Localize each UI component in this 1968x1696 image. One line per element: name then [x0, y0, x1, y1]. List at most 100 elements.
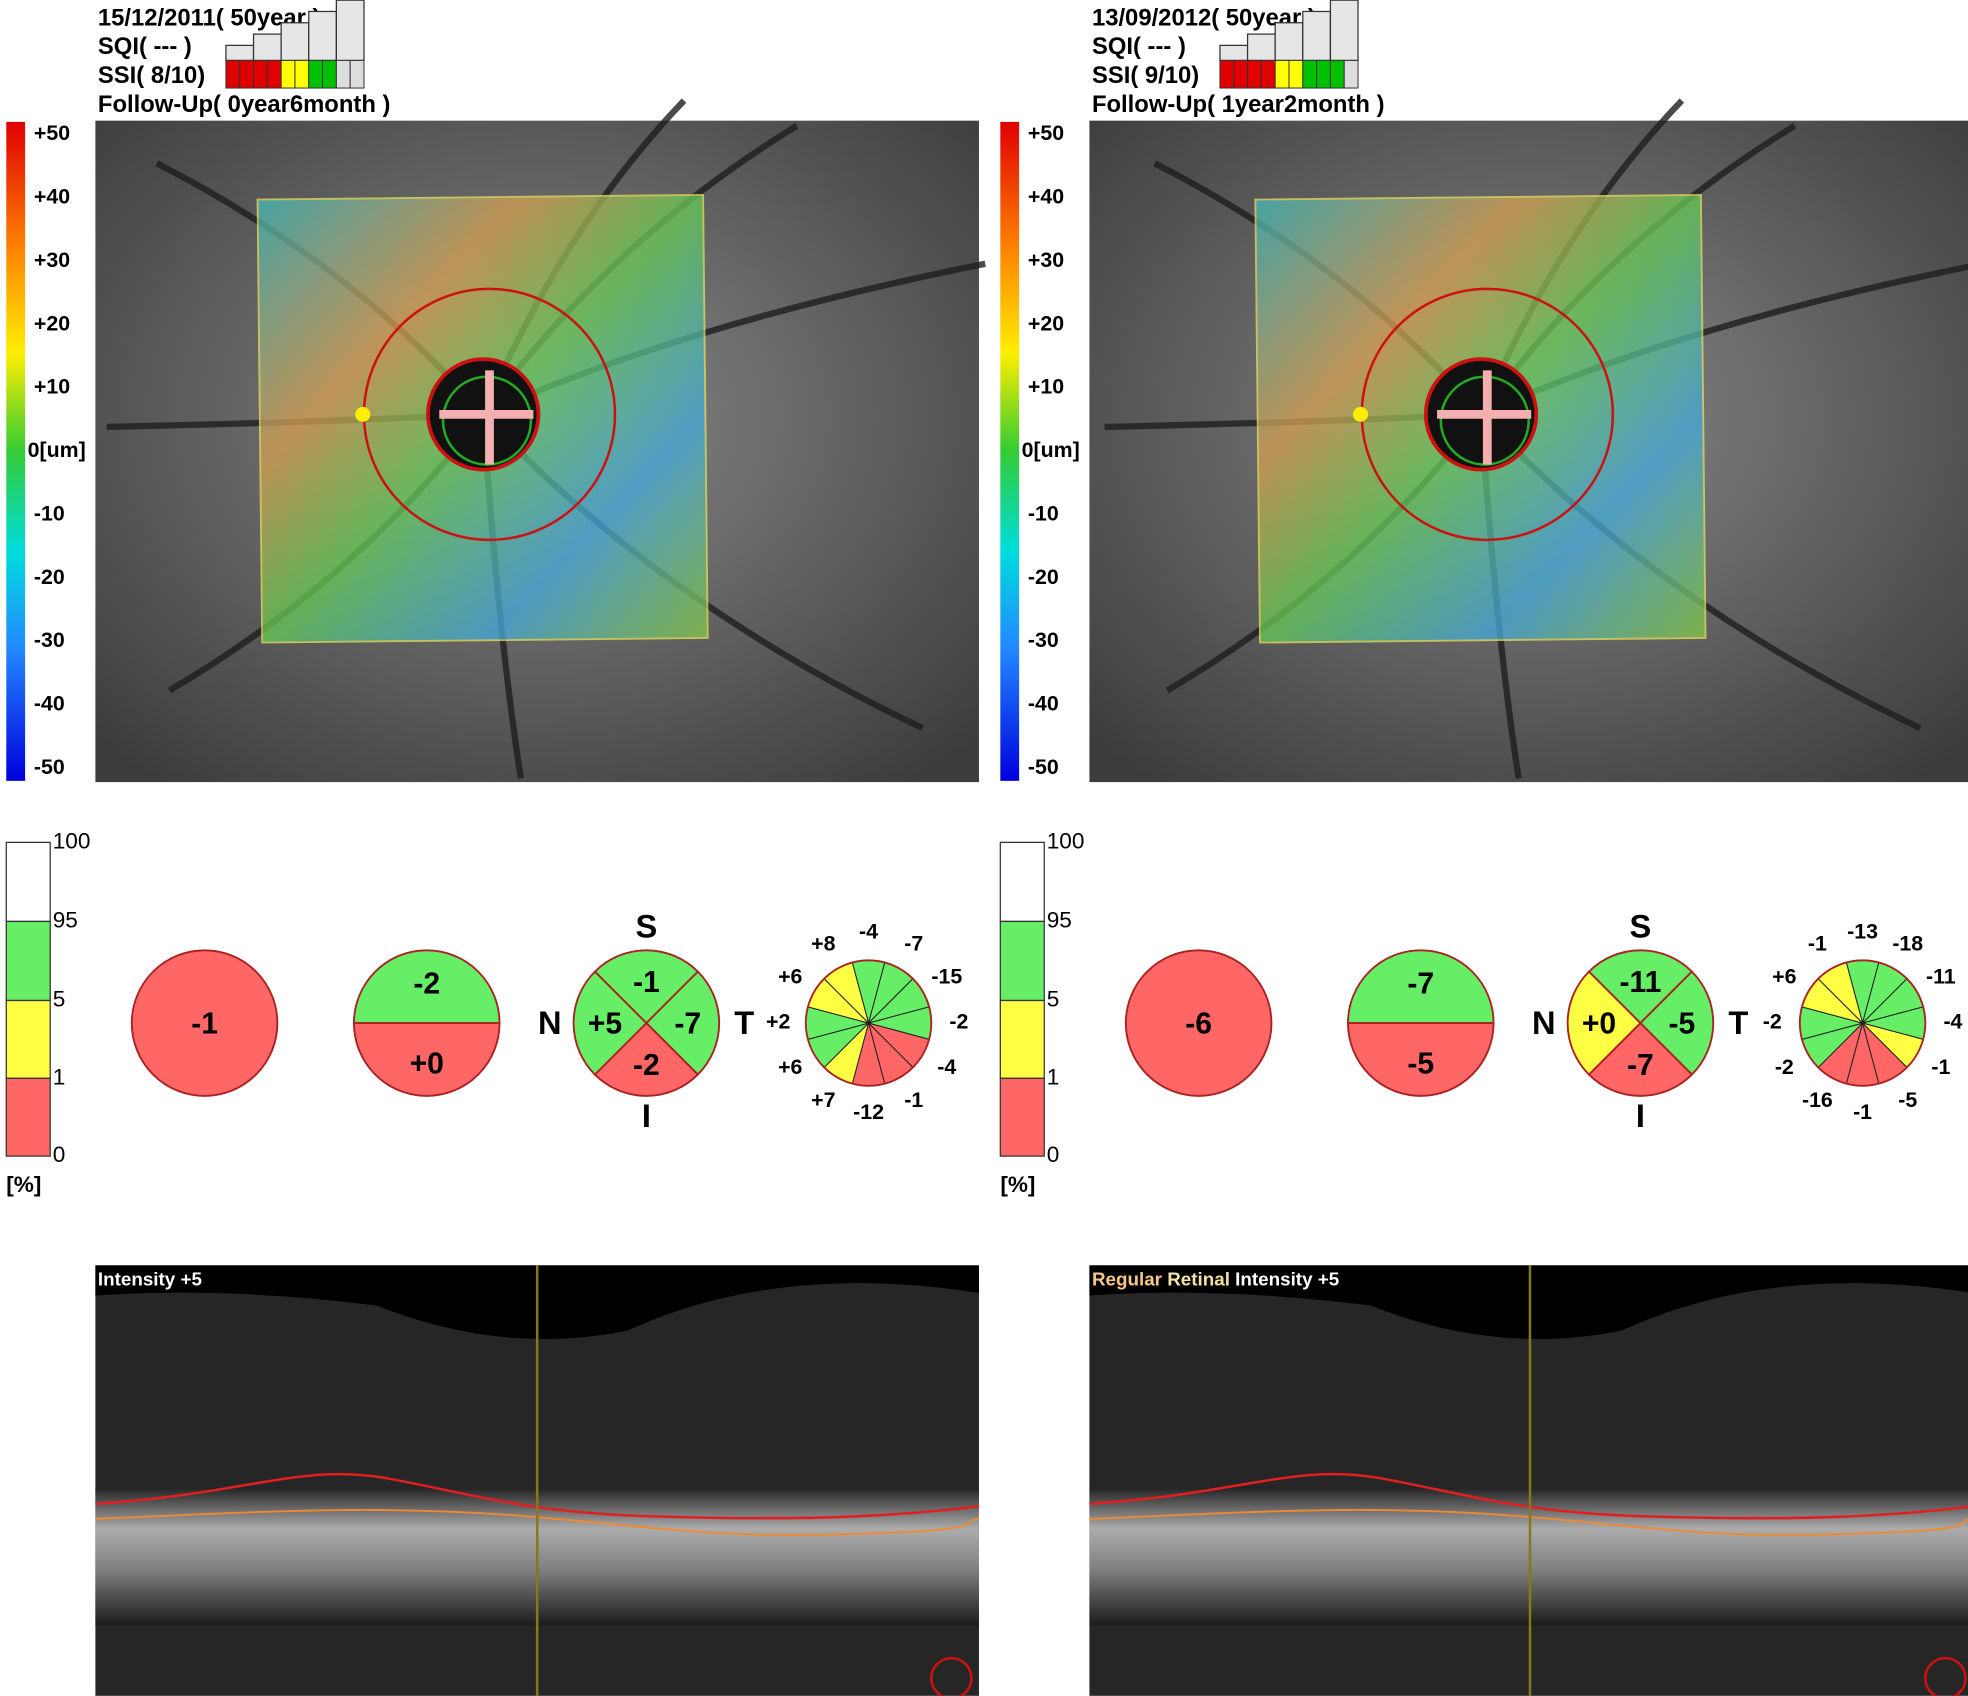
clock-value: -11	[1926, 965, 1956, 989]
ssi-cell	[1260, 59, 1276, 89]
thickness-scale-label: -10	[1028, 501, 1059, 525]
quadrant-label: S	[635, 908, 657, 945]
percentile-label: 5	[53, 986, 66, 1011]
thickness-scale-label: +30	[34, 248, 70, 272]
quadrant	[1639, 970, 1715, 1076]
ssi-cell	[322, 59, 337, 89]
ssi-cell	[335, 59, 351, 89]
clock-value: -4	[937, 1055, 956, 1079]
quadrant-value: -11	[1619, 966, 1661, 999]
clock-value: -15	[931, 965, 962, 989]
clock-value: -1	[1931, 1055, 1950, 1079]
ilm-line	[1089, 1472, 1968, 1520]
ssi-cell	[225, 59, 241, 89]
percentile-band	[5, 999, 51, 1079]
ssi-step	[1302, 10, 1332, 62]
hemisphere	[352, 949, 501, 1025]
percentile-label: 5	[1047, 986, 1060, 1011]
ssi-cell	[266, 59, 282, 89]
thickness-scale-label: -20	[1028, 565, 1059, 589]
quadrant-value: -7	[674, 1008, 701, 1041]
ssi-cell	[1343, 59, 1359, 89]
thickness-scale-label: -20	[34, 565, 65, 589]
percentile-unit: [%]	[1000, 1172, 1035, 1197]
ssi-cell	[1302, 59, 1318, 89]
ssi-cell	[1247, 59, 1262, 89]
clock-value: -2	[1763, 1010, 1782, 1034]
thickness-scale-label: +10	[34, 375, 70, 399]
percentile-label: 1	[1047, 1064, 1060, 1089]
average-value: -6	[1185, 1008, 1212, 1041]
clock-value: -12	[853, 1100, 884, 1124]
quadrant	[1587, 949, 1694, 1025]
ssi-step	[225, 44, 255, 62]
thickness-scale-label: -50	[1028, 755, 1059, 779]
clock-value: -4	[1943, 1010, 1962, 1034]
bscan-marker	[930, 1656, 973, 1696]
average-value: -1	[191, 1008, 218, 1041]
clock-value: -1	[1853, 1100, 1872, 1124]
ssi-cell	[1274, 59, 1290, 89]
quadrant-label: N	[538, 1004, 562, 1041]
ssi-cell	[294, 59, 310, 89]
quadrant	[593, 949, 700, 1025]
hemisphere	[1347, 949, 1495, 1025]
thickness-scale-label: +50	[1028, 121, 1064, 145]
hemisphere-value: -2	[413, 967, 440, 1000]
ssi-cell	[349, 59, 365, 89]
ssi-step	[1219, 44, 1249, 62]
quadrant-label: T	[1728, 1004, 1748, 1041]
thickness-colorbar	[6, 121, 26, 781]
quadrant-value: -7	[1627, 1049, 1654, 1082]
percentile-label: 95	[53, 907, 78, 932]
ssi-cell	[308, 59, 324, 89]
bscan-tag: Intensity +5	[98, 1268, 202, 1289]
follow-up: Follow-Up( 1year2month )	[1092, 91, 1385, 118]
ssi-step	[1274, 22, 1304, 62]
clock-border	[1798, 959, 1927, 1087]
percentile-band	[5, 841, 51, 923]
quadrant-value: -1	[633, 966, 660, 999]
thickness-scale-label: -30	[34, 628, 65, 652]
percentile-band	[999, 1077, 1045, 1157]
bscan-marker	[1924, 1656, 1967, 1696]
hemisphere-value: +0	[410, 1048, 444, 1081]
quadrant-label: N	[1532, 1004, 1556, 1041]
ssi-step	[280, 22, 310, 62]
quadrant	[572, 970, 648, 1076]
ssi-step	[308, 10, 337, 62]
nasal-marker	[355, 406, 371, 422]
average-circle	[1124, 949, 1273, 1097]
quadrant-label: T	[734, 1004, 754, 1041]
clock-value: +6	[1772, 965, 1796, 989]
ssi-cell	[1316, 59, 1331, 89]
rnfl-line	[1089, 1509, 1968, 1536]
rnfl-line	[95, 1509, 980, 1536]
quadrant	[1566, 970, 1642, 1076]
quadrant-value: +0	[1582, 1008, 1616, 1041]
bscan-tag: Retinal	[1167, 1268, 1235, 1289]
percentile-band	[5, 1077, 51, 1157]
clock-value: -1	[904, 1088, 923, 1112]
bscan-label: Intensity +5	[98, 1268, 202, 1289]
clock-value: -1	[1808, 931, 1827, 955]
clock-value: -2	[949, 1010, 968, 1034]
disc-cross	[439, 370, 534, 465]
clock-value: -16	[1802, 1088, 1833, 1112]
ssi-step	[1329, 0, 1359, 62]
thickness-scale-label: -10	[34, 501, 65, 525]
quadrant-value: +5	[588, 1008, 622, 1041]
ssi-step	[252, 33, 282, 62]
ssi-cell	[253, 59, 268, 89]
clock-value: -7	[904, 931, 923, 955]
clock-value: -2	[1775, 1055, 1794, 1079]
percentile-label: 100	[53, 828, 91, 853]
sqi: SQI( --- )	[98, 33, 192, 60]
thickness-scale-label: 0[um]	[28, 438, 86, 462]
clock-value: -4	[859, 919, 878, 943]
quadrant	[1587, 1021, 1694, 1097]
thickness-scale-label: +20	[34, 311, 70, 335]
hemisphere-value: -5	[1407, 1048, 1434, 1081]
